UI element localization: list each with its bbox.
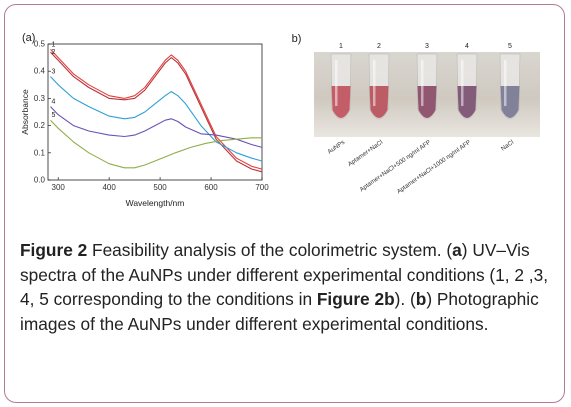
- tube-highlight: [504, 60, 507, 106]
- tube-highlight: [421, 60, 424, 106]
- caption-figure-number: Figure 2: [20, 240, 88, 260]
- caption-ref-a: a: [452, 240, 462, 260]
- series-label-5: 5: [52, 112, 56, 119]
- caption-ref-b: b: [415, 289, 427, 309]
- tube-highlight: [373, 60, 376, 106]
- chart-axes: 300 400 500 600 700 0.0 0.1 0.2 0.3 0.4 0.5 Wavelen…: [20, 40, 269, 209]
- series-line-5: [50, 119, 262, 169]
- tube-5: 5 NaCl: [499, 43, 521, 153]
- y-tick-label: 0.1: [34, 148, 46, 157]
- series-line-3: [50, 76, 263, 162]
- series-line-4: [50, 106, 263, 148]
- tube-number: 4: [465, 43, 469, 50]
- series-label-1: 1: [52, 41, 56, 48]
- y-tick-label: 0.0: [34, 176, 46, 185]
- tube-label: AuNPs: [326, 139, 346, 156]
- x-tick-label: 400: [102, 183, 116, 192]
- tube-number: 1: [339, 43, 343, 50]
- tube-label: Aptamer+NaCl+1000 ng/ml AFP: [396, 139, 472, 195]
- series-label-3: 3: [52, 69, 56, 76]
- y-tick-label: 0.3: [34, 94, 46, 103]
- plot-frame: [47, 43, 263, 181]
- y-tick-label: 0.4: [34, 67, 46, 76]
- tube-label: NaCl: [500, 139, 515, 153]
- tube-number: 3: [425, 43, 429, 50]
- caption-text-2: ) UV–Vis spectra of the AuNPs under diff…: [20, 240, 549, 309]
- series-label-4: 4: [52, 99, 56, 106]
- series-label-2: 2: [52, 49, 56, 56]
- x-tick-label: 300: [52, 183, 66, 192]
- panel-a-label: (a): [22, 32, 35, 44]
- caption-figure-ref: Figure 2b: [316, 289, 395, 309]
- caption-text-1: Feasibility analysis of the colorimetric…: [87, 240, 453, 260]
- x-axis-label: Wavelength/nm: [126, 198, 185, 208]
- series-line-2: [50, 51, 263, 173]
- x-tick-label: 500: [153, 183, 167, 192]
- y-axis-label: Absorbance: [20, 89, 30, 135]
- x-tick-label: 700: [255, 183, 269, 192]
- caption-text-3: ). (: [394, 289, 416, 309]
- uv-vis-chart: (a) 300 400 500 600 700 0.0 0.1 0.2 0.3 0.4 0.5 Wav…: [20, 32, 269, 209]
- tube-photo: (b) 1AuNPs2Aptamer+NaCl3Aptamer+NaCl+500…: [292, 33, 540, 195]
- tube-label: Aptamer+NaCl: [347, 139, 384, 168]
- tube-highlight: [461, 60, 464, 106]
- tube-highlight: [335, 60, 338, 106]
- y-tick-label: 0.5: [34, 40, 46, 49]
- figure-caption: Figure 2 Feasibility analysis of the col…: [20, 238, 550, 336]
- panel-b-label: (b): [292, 33, 301, 45]
- y-tick-label: 0.2: [34, 121, 46, 130]
- tube-number: 5: [508, 43, 512, 50]
- tube-number: 2: [377, 43, 381, 50]
- chart-series: [50, 49, 263, 173]
- series-line-1: [50, 49, 263, 170]
- chart-series-labels: 12 3 4 5: [52, 41, 56, 119]
- x-tick-label: 600: [204, 183, 218, 192]
- caption-text-4: ) Photographic images of the AuNPs under…: [20, 289, 539, 334]
- figure-frame: [4, 4, 565, 403]
